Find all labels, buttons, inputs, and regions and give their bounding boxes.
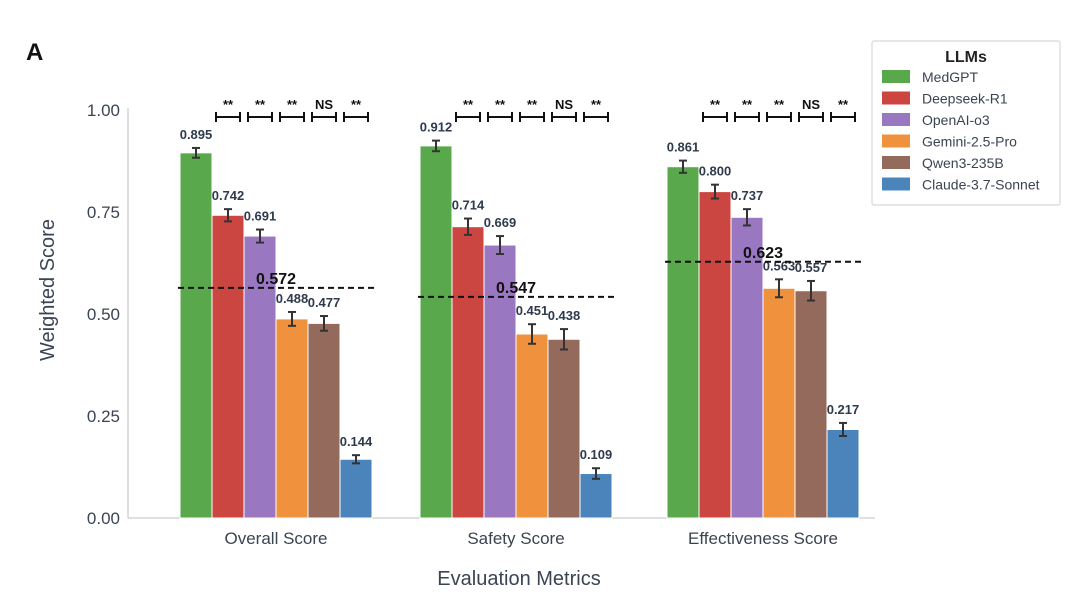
legend-swatch (882, 134, 910, 148)
x-tick-label: Safety Score (467, 529, 564, 548)
bar (339, 458, 373, 519)
bar-value-label: 0.714 (452, 198, 485, 213)
significance-label: ** (527, 97, 538, 112)
bar (179, 152, 213, 519)
bar (451, 226, 485, 519)
bar (275, 318, 309, 519)
significance-brackets: ** ** ** NS ** ** ** ** NS ** ** ** ** NS ** (215, 97, 856, 122)
legend-swatch (882, 156, 910, 169)
bar (243, 235, 277, 519)
bar-value-label: 0.488 (276, 291, 309, 306)
significance-label: ** (287, 97, 298, 112)
legend-label: Deepseek-R1 (922, 91, 1008, 107)
bar-value-label: 0.217 (827, 402, 860, 417)
x-axis-title: Evaluation Metrics (437, 568, 600, 590)
y-axis: 0.00 0.25 0.50 0.75 1.00 (87, 101, 129, 528)
significance-label: NS (555, 97, 573, 112)
bar-value-label: 0.477 (308, 295, 341, 310)
significance-label: ** (838, 97, 849, 112)
y-tick-label: 0.50 (87, 305, 120, 324)
legend: LLMs MedGPT Deepseek-R1 OpenAI-o3 Gemini-2.… (871, 40, 1061, 206)
bar-value-label: 0.691 (244, 209, 277, 224)
bar (307, 322, 341, 519)
y-tick-label: 0.75 (87, 203, 120, 222)
bar (419, 145, 453, 519)
mean-value-label: 0.623 (743, 245, 783, 262)
legend-swatch (882, 177, 910, 191)
legend-label: Claude-3.7-Sonnet (922, 177, 1040, 193)
mean-value-label: 0.547 (496, 280, 536, 297)
significance-label: ** (591, 97, 602, 112)
y-tick-label: 0.25 (87, 407, 120, 426)
bar (762, 287, 796, 519)
legend-swatch (882, 70, 910, 83)
x-axis: Overall Score Safety Score Effectiveness S… (128, 517, 875, 548)
bar (515, 333, 549, 519)
mean-lines: 0.572 0.547 0.623 (178, 245, 861, 298)
significance-label: ** (742, 97, 753, 112)
bar-value-label: 0.895 (180, 127, 213, 142)
bar (698, 191, 732, 519)
bar-value-label: 0.669 (484, 215, 517, 230)
panel-label: A (26, 39, 43, 66)
bar-value-label: 0.800 (699, 164, 732, 179)
significance-label: ** (255, 97, 266, 112)
bar-value-label: 0.438 (548, 308, 581, 323)
legend-box (871, 40, 1061, 206)
bar-value-label: 0.451 (516, 303, 549, 318)
legend-swatch (882, 91, 910, 105)
bar (211, 214, 245, 519)
bar (547, 338, 581, 519)
bar-value-label: 0.557 (795, 260, 828, 275)
bar-value-label: 0.912 (420, 120, 453, 135)
bar-value-label: 0.144 (340, 434, 373, 449)
significance-label: ** (774, 97, 785, 112)
y-axis-title: Weighted Score (37, 219, 59, 361)
significance-label: ** (463, 97, 474, 112)
significance-label: ** (495, 97, 506, 112)
bar-value-label: 0.861 (667, 140, 700, 155)
x-tick-label: Effectiveness Score (688, 529, 838, 548)
significance-label: ** (223, 97, 234, 112)
legend-label: OpenAI-o3 (922, 112, 990, 128)
mean-value-label: 0.572 (256, 271, 296, 288)
legend-swatch (882, 113, 910, 126)
bar (826, 428, 860, 519)
bar (483, 244, 517, 519)
y-tick-label: 1.00 (87, 101, 120, 120)
bar (794, 290, 828, 519)
y-tick-label: 0.00 (87, 509, 120, 528)
legend-label: MedGPT (922, 69, 978, 85)
bar (666, 166, 700, 519)
bar-value-label: 0.737 (731, 188, 764, 203)
bar (579, 473, 613, 519)
legend-label: Gemini-2.5-Pro (922, 134, 1017, 150)
bar (730, 216, 764, 519)
legend-items: MedGPT Deepseek-R1 OpenAI-o3 Gemini-2.5-Pro… (882, 69, 1040, 193)
significance-label: NS (315, 97, 333, 112)
legend-title: LLMs (945, 49, 987, 66)
significance-label: NS (802, 97, 820, 112)
x-tick-label: Overall Score (225, 529, 328, 548)
significance-label: ** (351, 97, 362, 112)
bar-value-label: 0.109 (580, 447, 613, 462)
bar-value-label: 0.742 (212, 188, 245, 203)
legend-label: Qwen3-235B (922, 155, 1004, 171)
significance-label: ** (710, 97, 721, 112)
bars: 0.895 0.912 0.861 0.742 0.714 0.800 0.691 0.669… (179, 120, 860, 519)
